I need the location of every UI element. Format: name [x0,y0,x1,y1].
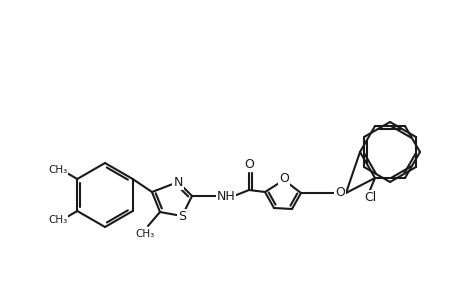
Text: O: O [279,172,288,185]
Text: S: S [178,209,185,223]
Text: NH: NH [216,190,235,202]
Text: O: O [334,187,344,200]
Text: Cl: Cl [363,191,375,205]
Text: CH₃: CH₃ [49,165,68,175]
Text: N: N [173,176,182,188]
Text: CH₃: CH₃ [135,229,154,239]
Text: O: O [244,158,253,170]
Text: CH₃: CH₃ [49,215,68,225]
